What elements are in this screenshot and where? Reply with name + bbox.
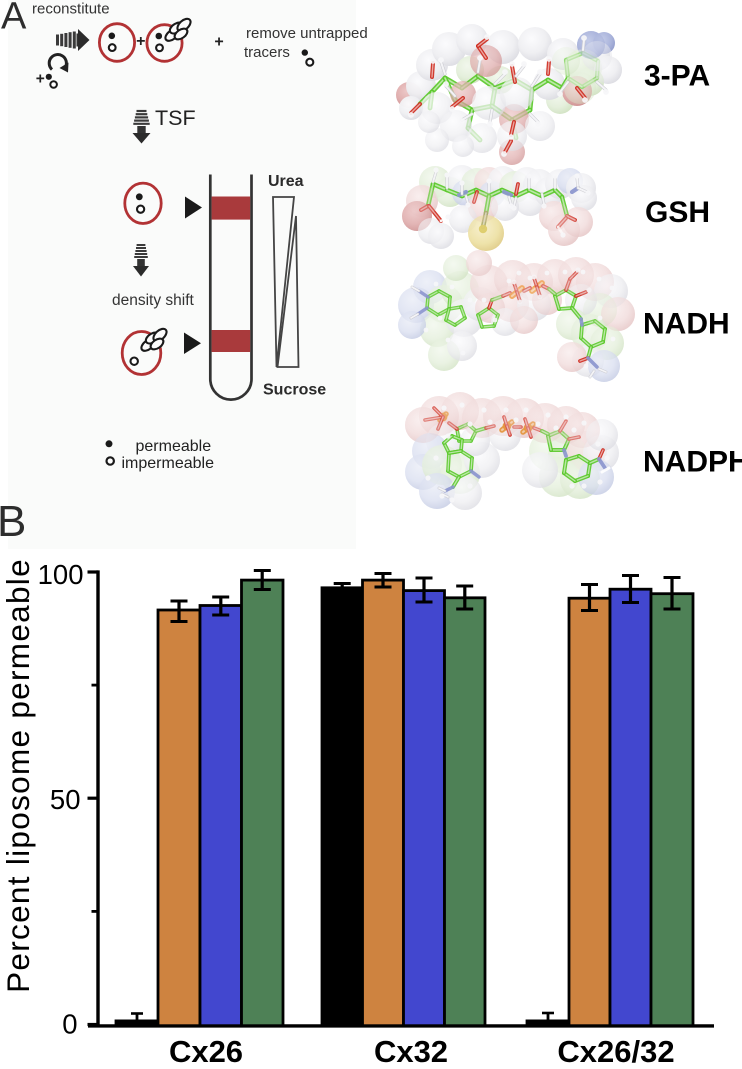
svg-text:impermeable: impermeable [122,455,215,472]
svg-text:3-PA: 3-PA [644,60,710,93]
svg-text:Sucrose: Sucrose [263,382,326,399]
svg-text:Urea: Urea [268,173,304,190]
svg-text:+: + [36,71,45,88]
svg-text:100: 100 [38,559,84,590]
svg-text:remove untrapped: remove untrapped [246,25,368,42]
svg-text:tracers: tracers [244,44,290,61]
svg-text:B: B [0,497,26,546]
svg-text:GSH: GSH [645,196,710,229]
svg-text:+: + [214,34,223,51]
svg-text:Cx32: Cx32 [374,1034,448,1069]
svg-text:NADPH: NADPH [643,446,742,479]
svg-text:reconstitute: reconstitute [32,1,110,18]
svg-text:Cx26/32: Cx26/32 [557,1034,674,1069]
svg-text:+: + [136,33,145,50]
svg-text:Cx26: Cx26 [169,1034,243,1069]
svg-text:density shift: density shift [112,292,195,309]
svg-text:permeable: permeable [136,438,212,455]
svg-text:A: A [1,0,27,38]
svg-text:0: 0 [62,1009,77,1040]
svg-text:TSF: TSF [155,106,196,130]
svg-text:NADH: NADH [643,308,730,341]
svg-text:50: 50 [50,784,81,815]
svg-text:Percent liposome permeable: Percent liposome permeable [0,558,36,993]
